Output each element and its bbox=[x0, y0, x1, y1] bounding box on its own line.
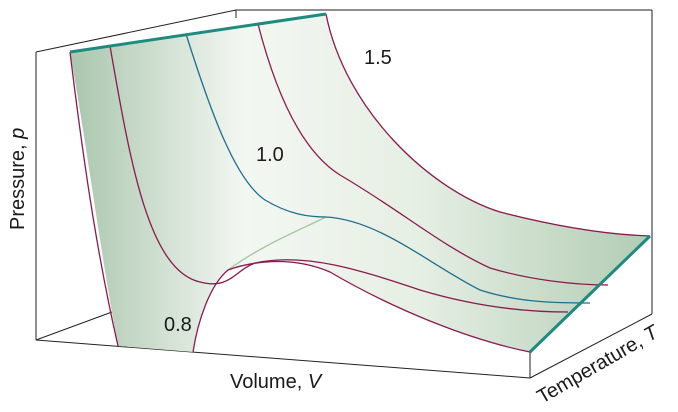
isotherm-4 bbox=[257, 23, 609, 286]
box-floor-back-edge bbox=[35, 311, 113, 341]
isotherm-critical bbox=[185, 33, 591, 304]
x-axis-symbol: V bbox=[308, 371, 323, 393]
y-axis-label-text: Pressure, bbox=[7, 139, 29, 230]
bounding-box bbox=[35, 9, 653, 379]
surface-edges bbox=[69, 12, 652, 354]
box-floor-right-edge bbox=[529, 313, 653, 379]
surface-top-edge bbox=[69, 12, 327, 54]
y-axis-label: Pressure, p bbox=[7, 128, 29, 230]
curve-label-0.8: 0.8 bbox=[164, 314, 192, 336]
y-axis-symbol: p bbox=[7, 128, 29, 140]
box-top-left-edge bbox=[35, 9, 237, 53]
box-front-bottom-edge bbox=[35, 339, 531, 379]
curve-label-1.5: 1.5 bbox=[364, 47, 392, 69]
coexistence-curve bbox=[227, 216, 327, 271]
x-axis-label-text: Volume, bbox=[230, 371, 308, 393]
z-axis-label: Temperature, T bbox=[534, 321, 664, 409]
pvt-surface bbox=[70, 14, 650, 352]
z-axis-label-text: Temperature, bbox=[534, 328, 652, 409]
curve-label-1.0: 1.0 bbox=[256, 144, 284, 166]
surface-right-edge bbox=[528, 234, 652, 354]
x-axis-label: Volume, V bbox=[230, 371, 323, 393]
isotherms bbox=[69, 13, 651, 353]
isotherm-0.8 bbox=[192, 260, 531, 353]
isotherm-lowest bbox=[69, 51, 119, 347]
isotherm-highest bbox=[325, 13, 651, 237]
